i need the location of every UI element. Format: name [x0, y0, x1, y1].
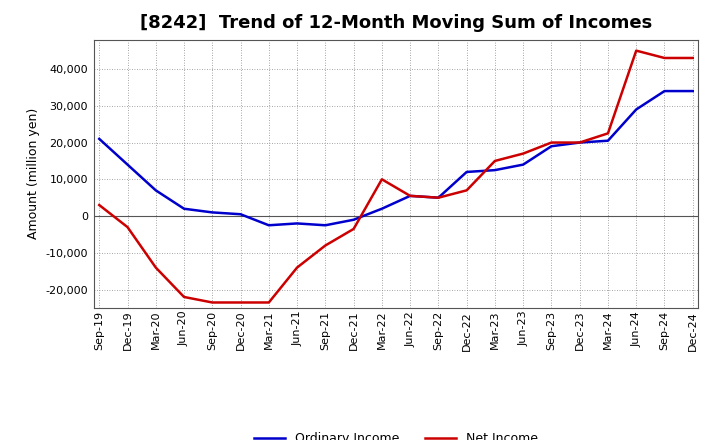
Ordinary Income: [236, 212, 245, 217]
Ordinary Income: [575, 140, 584, 145]
Ordinary Income: [660, 88, 669, 94]
Net Income: [123, 224, 132, 230]
Ordinary Income: [321, 223, 330, 228]
Ordinary Income: [123, 162, 132, 167]
Ordinary Income: [264, 223, 273, 228]
Net Income: [95, 202, 104, 208]
Ordinary Income: [688, 88, 697, 94]
Ordinary Income: [406, 193, 415, 198]
Ordinary Income: [377, 206, 386, 211]
Title: [8242]  Trend of 12-Month Moving Sum of Incomes: [8242] Trend of 12-Month Moving Sum of I…: [140, 15, 652, 33]
Line: Ordinary Income: Ordinary Income: [99, 91, 693, 225]
Ordinary Income: [519, 162, 528, 167]
Net Income: [462, 188, 471, 193]
Net Income: [406, 193, 415, 198]
Legend: Ordinary Income, Net Income: Ordinary Income, Net Income: [249, 427, 543, 440]
Net Income: [575, 140, 584, 145]
Net Income: [349, 226, 358, 231]
Net Income: [377, 177, 386, 182]
Ordinary Income: [180, 206, 189, 211]
Net Income: [547, 140, 556, 145]
Ordinary Income: [462, 169, 471, 175]
Net Income: [236, 300, 245, 305]
Net Income: [208, 300, 217, 305]
Ordinary Income: [293, 221, 302, 226]
Net Income: [660, 55, 669, 61]
Ordinary Income: [490, 168, 499, 173]
Ordinary Income: [151, 188, 160, 193]
Net Income: [321, 243, 330, 248]
Ordinary Income: [434, 195, 443, 200]
Ordinary Income: [95, 136, 104, 142]
Y-axis label: Amount (million yen): Amount (million yen): [27, 108, 40, 239]
Net Income: [632, 48, 641, 53]
Net Income: [688, 55, 697, 61]
Net Income: [293, 265, 302, 270]
Line: Net Income: Net Income: [99, 51, 693, 302]
Ordinary Income: [349, 217, 358, 222]
Ordinary Income: [632, 107, 641, 112]
Ordinary Income: [208, 210, 217, 215]
Net Income: [519, 151, 528, 156]
Net Income: [434, 195, 443, 200]
Net Income: [603, 131, 612, 136]
Net Income: [151, 265, 160, 270]
Ordinary Income: [547, 143, 556, 149]
Ordinary Income: [603, 138, 612, 143]
Net Income: [264, 300, 273, 305]
Net Income: [490, 158, 499, 164]
Net Income: [180, 294, 189, 300]
